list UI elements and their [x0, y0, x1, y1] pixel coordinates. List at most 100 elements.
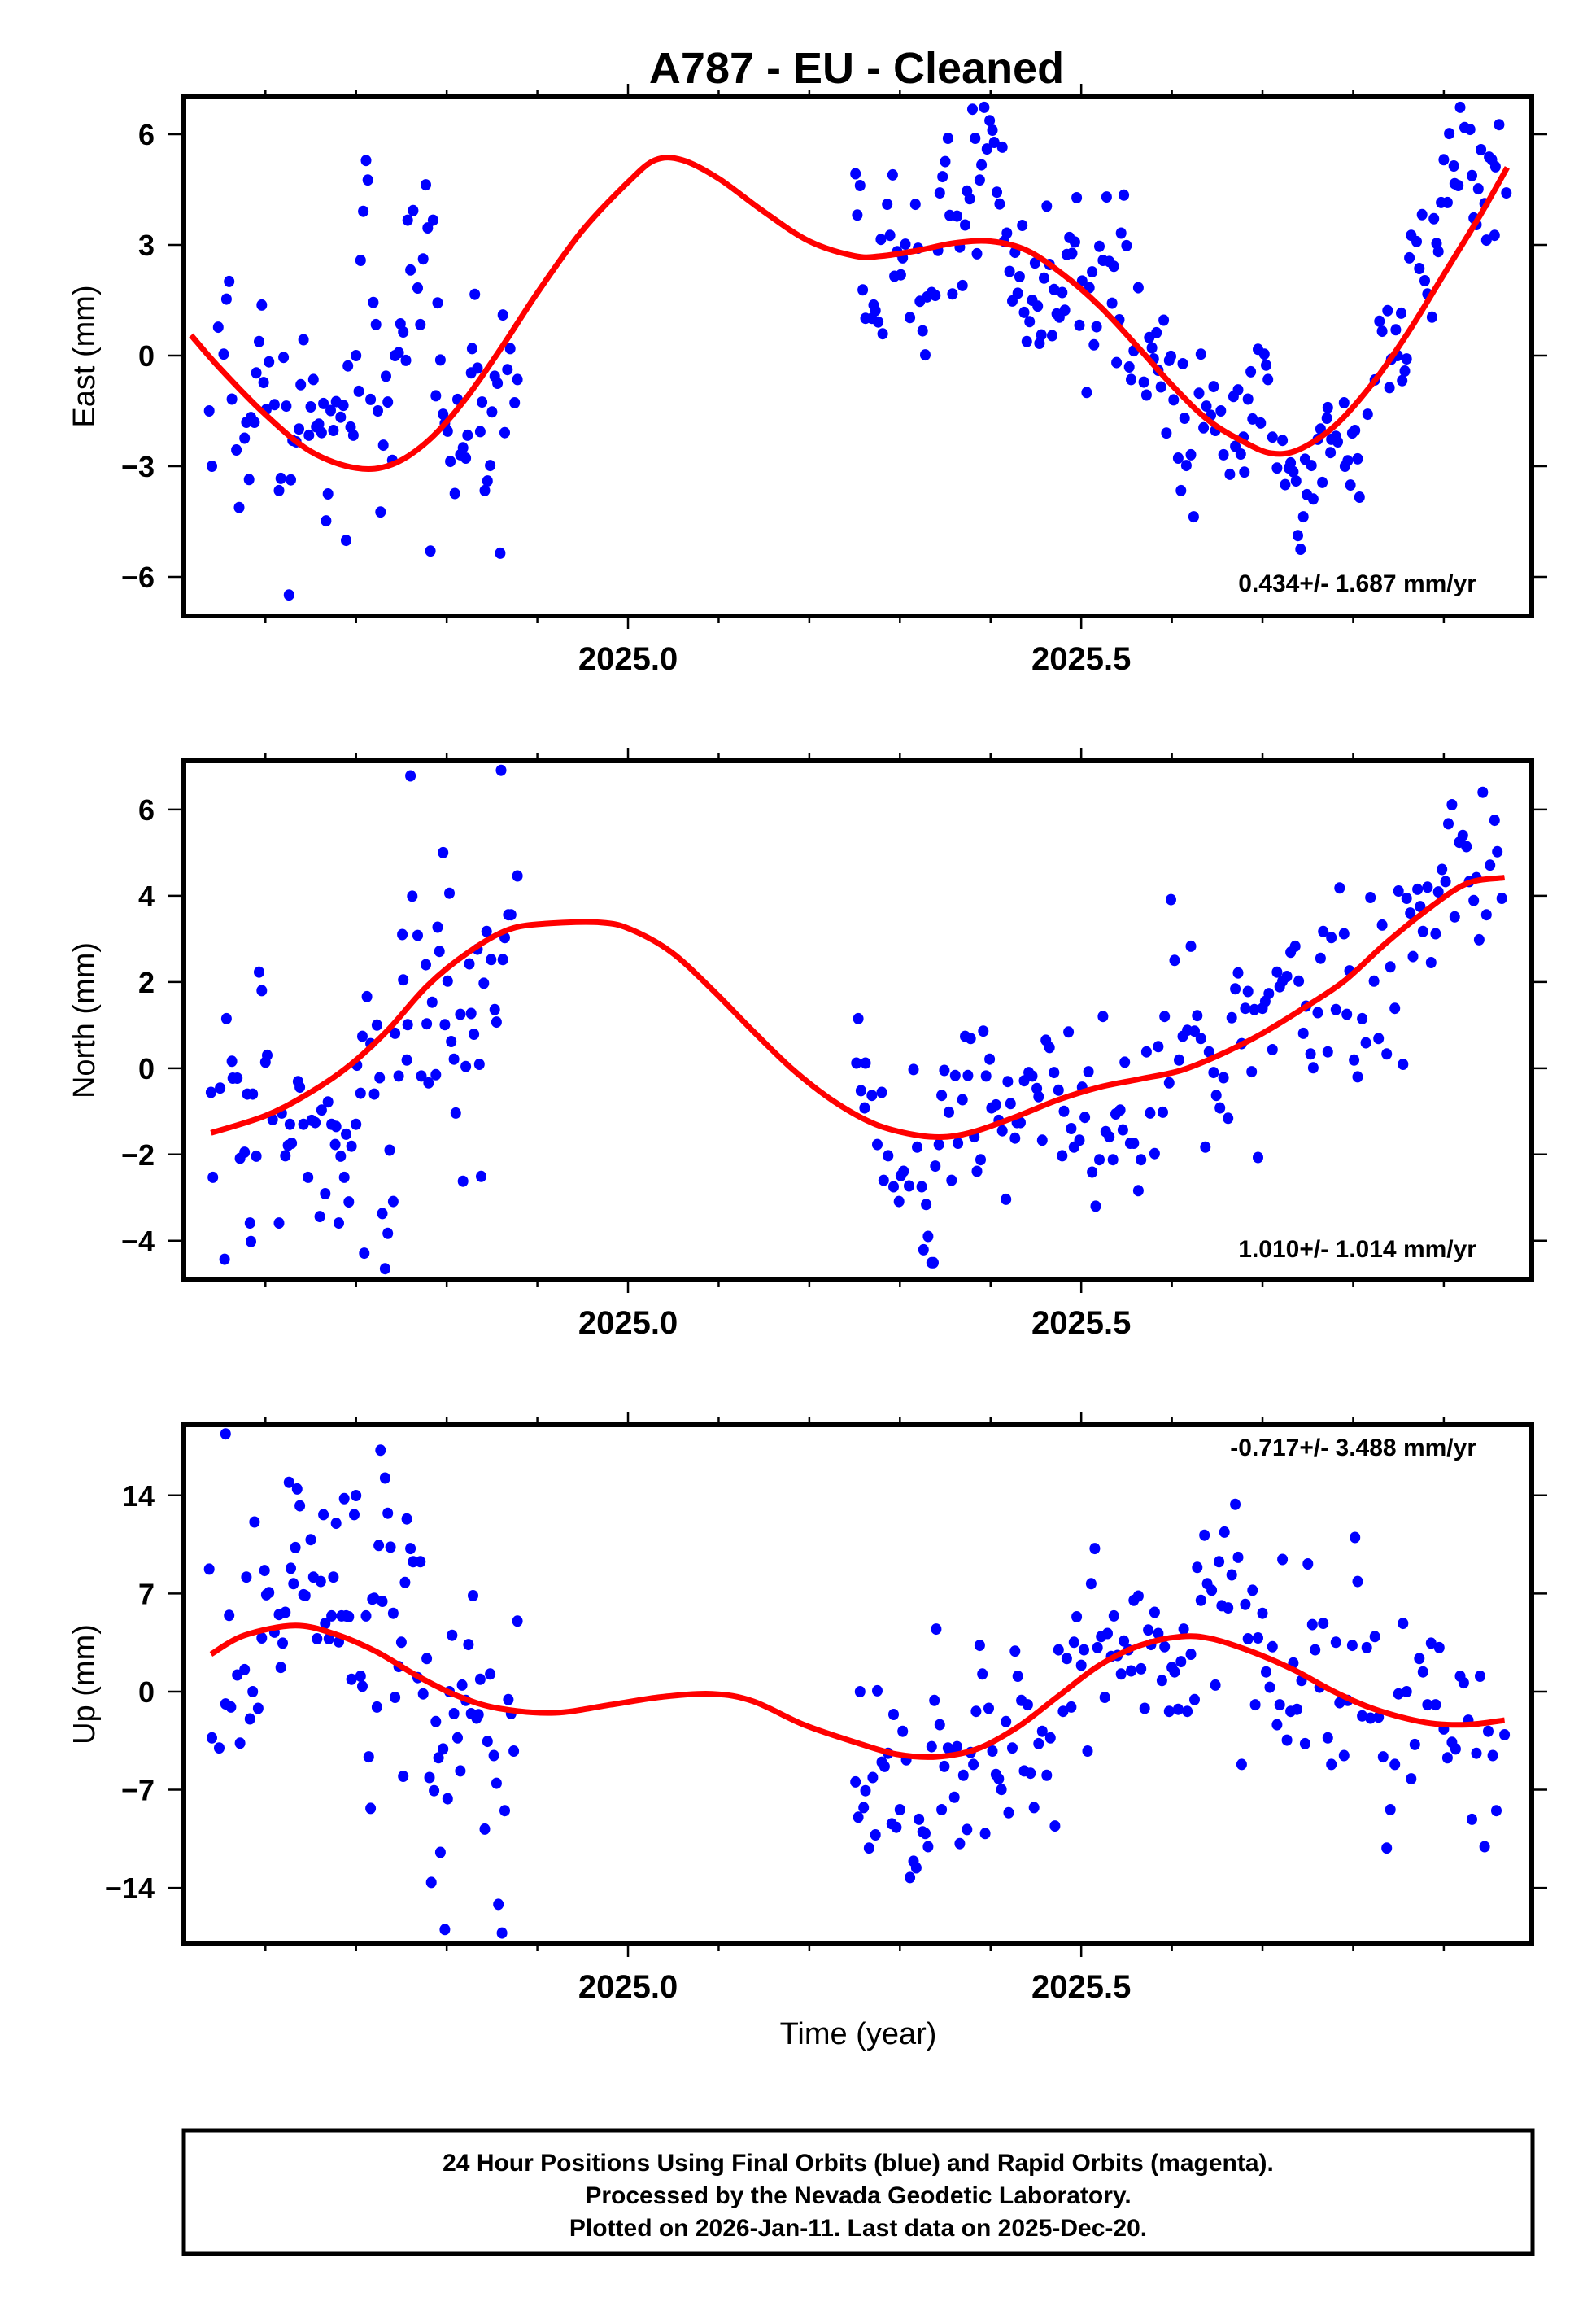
data-point [1066, 247, 1078, 260]
data-point [1430, 928, 1441, 940]
data-point [1330, 1003, 1341, 1015]
data-point [326, 1609, 338, 1622]
data-point [425, 1876, 437, 1889]
data-point [1325, 447, 1337, 459]
data-point [1219, 1526, 1230, 1538]
data-point [1057, 1150, 1068, 1162]
data-point [1114, 1104, 1126, 1116]
data-point [905, 312, 916, 324]
data-point [894, 1804, 905, 1815]
data-point [1382, 304, 1393, 317]
data-point [1345, 479, 1356, 491]
data-point [974, 1640, 985, 1652]
data-point [477, 396, 488, 408]
data-point [347, 429, 359, 441]
data-point [1267, 1640, 1278, 1653]
data-point [1381, 1842, 1393, 1854]
data-point [850, 1775, 861, 1788]
data-point [1317, 476, 1328, 488]
data-point [351, 350, 362, 361]
data-point [1102, 1627, 1113, 1640]
data-point [1352, 1575, 1363, 1588]
data-point [346, 1140, 357, 1152]
data-point [1018, 1075, 1030, 1087]
data-point [247, 1686, 259, 1697]
data-point [226, 393, 238, 405]
data-point [1433, 1641, 1445, 1653]
data-point [1467, 169, 1477, 181]
data-point [455, 1765, 466, 1777]
data-point [1079, 1112, 1091, 1124]
data-point [877, 328, 888, 340]
data-point [980, 1070, 992, 1082]
data-point [1226, 1569, 1237, 1581]
data-point [503, 1693, 514, 1705]
data-point [1396, 307, 1406, 319]
data-point [1258, 348, 1270, 360]
data-point [1036, 329, 1047, 341]
data-point [1342, 455, 1354, 467]
data-point [1111, 356, 1123, 369]
data-point [1185, 1649, 1197, 1660]
data-point [1440, 876, 1451, 888]
data-point [280, 1606, 291, 1618]
data-point [397, 928, 408, 941]
data-point [1471, 1747, 1482, 1759]
data-point [1450, 1743, 1461, 1755]
data-point [357, 1030, 368, 1042]
data-point [318, 397, 329, 409]
data-point [251, 1150, 262, 1162]
data-point [1263, 988, 1275, 1000]
data-point [1007, 295, 1018, 307]
data-point [442, 1793, 453, 1805]
data-point [1365, 1712, 1376, 1724]
data-point [258, 377, 269, 389]
data-point [946, 1174, 957, 1186]
data-point [1158, 1106, 1168, 1118]
data-point [1354, 491, 1365, 503]
data-point [936, 1804, 948, 1815]
north-model-fit-line [210, 875, 1506, 1141]
data-point [338, 1492, 350, 1505]
data-point [1156, 1675, 1167, 1687]
data-point [1346, 1640, 1358, 1652]
data-point [280, 1150, 291, 1162]
data-point [322, 488, 334, 500]
north-x-ticks: 2025.0 2025.5 [264, 748, 1446, 1341]
data-point [1332, 436, 1343, 448]
east-y-tick-label: 0 [138, 339, 155, 373]
data-point [1189, 1693, 1200, 1705]
north-y-tick-label: −2 [121, 1138, 155, 1172]
data-point [234, 1737, 246, 1749]
data-point [1369, 1631, 1380, 1643]
data-point [1362, 408, 1373, 421]
data-point [1057, 1705, 1069, 1718]
data-point [479, 1823, 491, 1835]
data-point [1044, 1042, 1055, 1054]
data-point [887, 168, 898, 181]
east-y-tick-label: 3 [138, 229, 155, 262]
data-point [1232, 967, 1244, 979]
data-point [239, 432, 251, 444]
data-point [916, 1181, 927, 1193]
data-point [1330, 1636, 1341, 1649]
data-point [363, 1751, 374, 1763]
data-point [1428, 212, 1440, 225]
east-y-tick-label: −3 [121, 450, 155, 483]
data-point [203, 1563, 215, 1575]
up-y-tick-label: 14 [122, 1479, 155, 1513]
data-point [434, 354, 446, 366]
north-rate-label: 1.010+/- 1.014 mm/yr [1238, 1236, 1476, 1263]
data-point [249, 417, 260, 428]
up-y-tick-label: 7 [138, 1577, 155, 1610]
data-point [393, 347, 404, 359]
data-point [476, 1170, 486, 1182]
data-point [976, 159, 988, 171]
data-point [349, 1509, 360, 1521]
data-point [1214, 1102, 1226, 1114]
data-point [479, 484, 491, 496]
data-point [1338, 928, 1350, 940]
data-point [408, 204, 419, 216]
data-point [1326, 1758, 1337, 1771]
data-point [1306, 460, 1317, 472]
